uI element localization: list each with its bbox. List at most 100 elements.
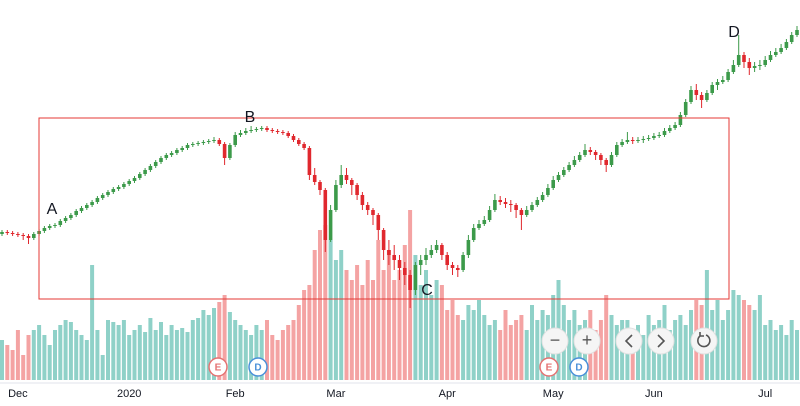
candle-body xyxy=(487,210,492,220)
candle-body xyxy=(259,128,264,129)
volume-bar xyxy=(37,325,42,380)
volume-bar xyxy=(636,325,640,380)
candle-body xyxy=(509,204,513,205)
candle-body xyxy=(275,131,280,132)
candle-body xyxy=(302,144,306,148)
candle-body xyxy=(16,234,20,235)
zoom-out-button[interactable] xyxy=(541,327,569,355)
candle-body xyxy=(132,178,137,181)
event-marker[interactable] xyxy=(208,357,228,377)
event-marker[interactable] xyxy=(248,357,268,377)
event-label: D xyxy=(575,363,582,374)
volume-bar xyxy=(614,325,619,380)
volume-bar xyxy=(445,310,450,380)
volume-bar xyxy=(402,245,407,380)
x-tick-label: Feb xyxy=(226,388,245,400)
event-marker[interactable] xyxy=(539,357,559,377)
candle-body xyxy=(376,215,381,230)
volume-bar xyxy=(519,315,524,380)
event-marker[interactable] xyxy=(569,357,589,377)
annotation-label: C xyxy=(421,282,433,299)
volume-bar xyxy=(222,295,227,380)
volume-bar xyxy=(365,260,370,380)
candle-body xyxy=(519,210,524,215)
volume-bar xyxy=(498,330,503,380)
candle-body xyxy=(95,198,100,202)
volume-bar xyxy=(461,320,466,380)
candle-body xyxy=(445,255,449,265)
candle-body xyxy=(652,136,656,138)
candle-body xyxy=(736,55,741,65)
volume-bar xyxy=(455,315,460,380)
candle-body xyxy=(710,85,714,93)
volume-bar xyxy=(577,325,582,380)
volume-bar xyxy=(318,230,322,380)
volume-bar xyxy=(90,265,95,380)
volume-bar xyxy=(333,260,338,380)
volume-bar xyxy=(477,300,481,380)
candle-body xyxy=(493,200,497,210)
candle-body xyxy=(222,144,227,158)
volume-bar xyxy=(286,325,291,380)
candle-body xyxy=(297,140,301,144)
volume-bar xyxy=(598,320,603,380)
volume-bar xyxy=(646,315,651,380)
candle-body xyxy=(477,224,481,228)
candle-body xyxy=(143,170,147,174)
volume-bar xyxy=(763,325,768,380)
volume-bar xyxy=(779,325,784,380)
x-tick-label: Mar xyxy=(326,388,345,400)
candle-body xyxy=(111,189,116,192)
candle-body xyxy=(180,148,184,150)
candle-body xyxy=(599,155,603,160)
candle-body xyxy=(721,80,725,82)
candle-body xyxy=(562,170,566,175)
volume-bar xyxy=(349,280,354,380)
candle-body xyxy=(201,142,206,143)
candle-body xyxy=(482,220,487,224)
volume-bar xyxy=(355,265,360,380)
candle-body xyxy=(784,42,789,48)
volume-bar xyxy=(344,270,349,380)
annotation-label: D xyxy=(728,24,740,41)
candle-body xyxy=(148,166,153,170)
candle-body xyxy=(715,82,720,85)
volume-bar xyxy=(731,290,736,380)
candle-body xyxy=(238,133,243,135)
candle-body xyxy=(350,180,354,185)
candle-body xyxy=(116,187,121,189)
candle-body xyxy=(763,60,767,65)
volume-bar xyxy=(26,335,31,380)
scroll-left-icon xyxy=(624,334,633,348)
reset-button[interactable] xyxy=(690,327,718,355)
candle-body xyxy=(678,115,683,125)
volume-bar xyxy=(243,330,248,380)
volume-bar xyxy=(196,318,201,380)
volume-bar xyxy=(789,320,794,380)
zoom-in-label: + xyxy=(582,330,593,350)
candle-body xyxy=(286,133,290,136)
candle-body xyxy=(593,152,598,155)
scroll-left-button[interactable] xyxy=(615,327,643,355)
volume-bar xyxy=(720,320,725,380)
candle-body xyxy=(244,131,248,133)
volume-bar xyxy=(68,322,73,380)
candle-body xyxy=(206,141,211,142)
zoom-in-button[interactable] xyxy=(573,327,601,355)
candle-body xyxy=(662,131,667,135)
zoom-out-label: − xyxy=(550,330,561,350)
volume-bar xyxy=(651,325,656,380)
candle-body xyxy=(424,255,428,260)
scroll-right-button[interactable] xyxy=(647,327,675,355)
volume-bar xyxy=(259,330,264,380)
candle-body xyxy=(169,153,174,155)
candle-body xyxy=(530,205,534,210)
candle-body xyxy=(318,182,322,190)
volume-bar xyxy=(386,250,391,380)
candle-body xyxy=(789,35,794,42)
candle-body xyxy=(699,95,704,100)
volume-bar xyxy=(392,280,397,380)
candle-body xyxy=(100,195,105,198)
volume-bar xyxy=(47,345,52,380)
volume-bar xyxy=(784,335,789,380)
